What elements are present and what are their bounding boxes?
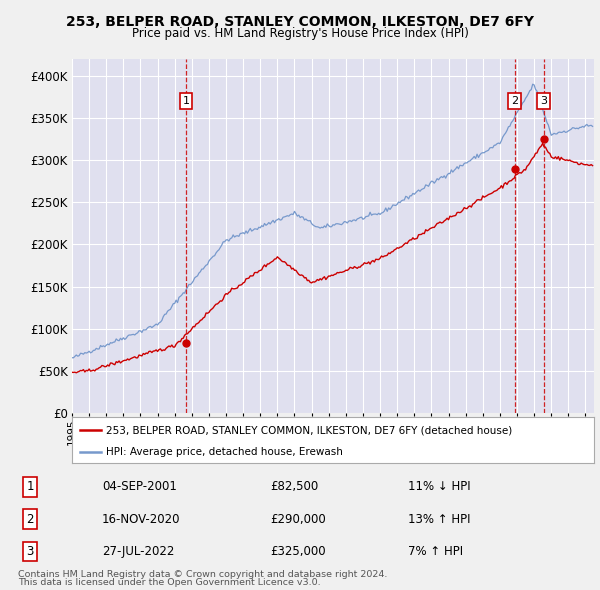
Text: 3: 3 (26, 545, 34, 558)
Text: £82,500: £82,500 (270, 480, 318, 493)
Text: 2: 2 (511, 96, 518, 106)
Text: 253, BELPER ROAD, STANLEY COMMON, ILKESTON, DE7 6FY: 253, BELPER ROAD, STANLEY COMMON, ILKEST… (66, 15, 534, 29)
Text: HPI: Average price, detached house, Erewash: HPI: Average price, detached house, Erew… (106, 447, 343, 457)
Text: 16-NOV-2020: 16-NOV-2020 (102, 513, 181, 526)
Text: 2: 2 (26, 513, 34, 526)
Text: This data is licensed under the Open Government Licence v3.0.: This data is licensed under the Open Gov… (18, 578, 320, 587)
Text: 1: 1 (26, 480, 34, 493)
Text: 3: 3 (540, 96, 547, 106)
Text: 11% ↓ HPI: 11% ↓ HPI (408, 480, 470, 493)
Text: 04-SEP-2001: 04-SEP-2001 (102, 480, 177, 493)
Text: 1: 1 (182, 96, 190, 106)
Text: 27-JUL-2022: 27-JUL-2022 (102, 545, 175, 558)
Text: £325,000: £325,000 (270, 545, 326, 558)
Text: 13% ↑ HPI: 13% ↑ HPI (408, 513, 470, 526)
Text: 253, BELPER ROAD, STANLEY COMMON, ILKESTON, DE7 6FY (detached house): 253, BELPER ROAD, STANLEY COMMON, ILKEST… (106, 425, 512, 435)
Text: 7% ↑ HPI: 7% ↑ HPI (408, 545, 463, 558)
Text: Contains HM Land Registry data © Crown copyright and database right 2024.: Contains HM Land Registry data © Crown c… (18, 571, 388, 579)
Text: £290,000: £290,000 (270, 513, 326, 526)
Text: Price paid vs. HM Land Registry's House Price Index (HPI): Price paid vs. HM Land Registry's House … (131, 27, 469, 40)
